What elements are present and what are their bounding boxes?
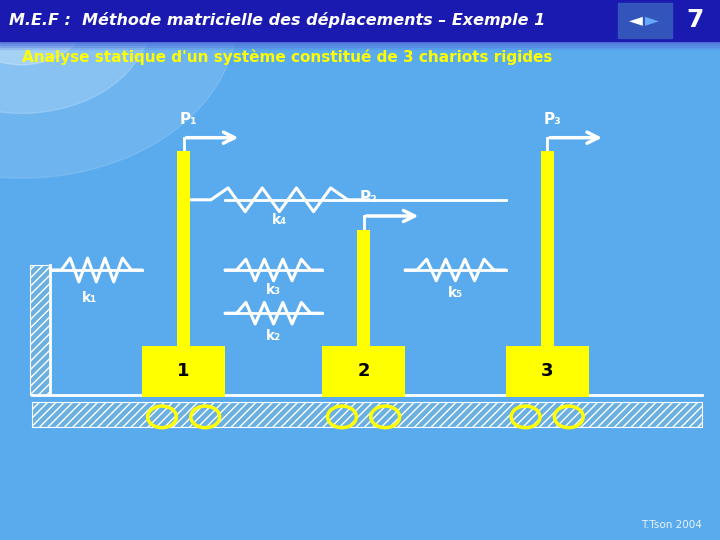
- Circle shape: [0, 0, 238, 178]
- Text: M.E.F :  Méthode matricielle des déplacements – Exemple 1: M.E.F : Méthode matricielle des déplacem…: [9, 12, 546, 28]
- Bar: [357, 230, 370, 346]
- Text: k₅: k₅: [448, 286, 463, 300]
- Text: Analyse statique d'un système constitué de 3 chariots rigides: Analyse statique d'un système constitué …: [22, 49, 552, 65]
- Text: P₁: P₁: [180, 112, 198, 127]
- Text: P₃: P₃: [544, 112, 562, 127]
- Circle shape: [0, 0, 151, 113]
- Text: k₂: k₂: [266, 329, 282, 343]
- Circle shape: [0, 0, 86, 65]
- Text: 3: 3: [541, 362, 554, 380]
- Text: k₄: k₄: [271, 213, 287, 227]
- Bar: [177, 151, 190, 346]
- Text: 7: 7: [687, 8, 704, 32]
- Text: ◄: ◄: [629, 11, 642, 29]
- Text: 2: 2: [357, 362, 370, 380]
- Text: 1: 1: [177, 362, 190, 380]
- Text: P₂: P₂: [360, 190, 378, 205]
- Bar: [30, 265, 50, 395]
- Text: ►: ►: [645, 11, 659, 29]
- Bar: [505, 346, 589, 397]
- Text: k₁: k₁: [81, 291, 96, 305]
- Text: T.Tson 2004: T.Tson 2004: [641, 520, 702, 530]
- Text: k₃: k₃: [266, 284, 282, 298]
- Bar: [541, 151, 554, 346]
- Bar: [323, 346, 405, 397]
- Bar: [143, 346, 225, 397]
- Bar: [32, 402, 702, 427]
